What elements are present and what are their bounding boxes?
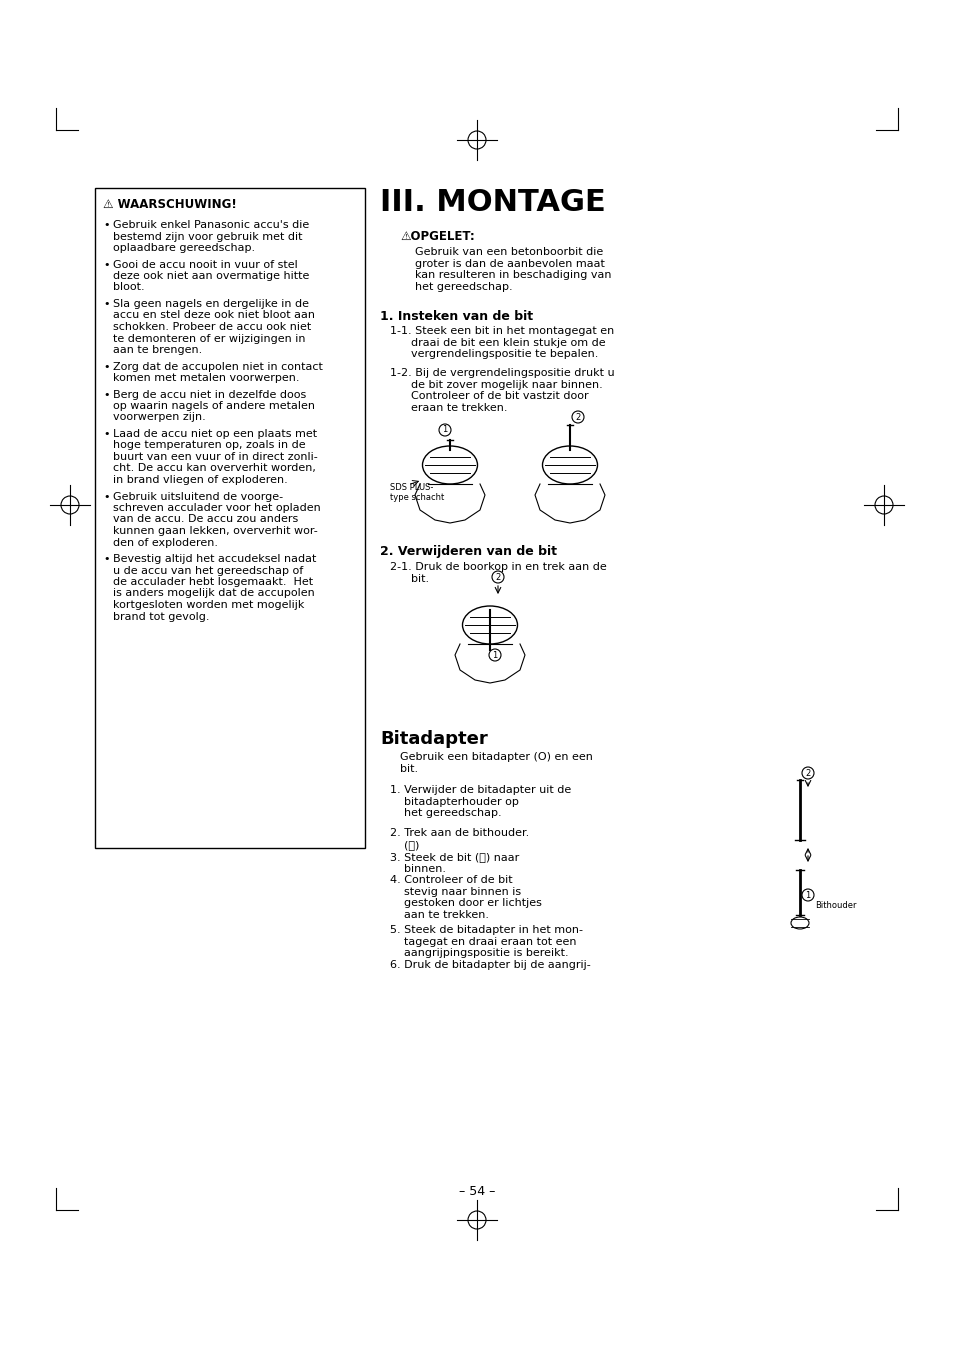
Text: aan te brengen.: aan te brengen. (112, 345, 202, 355)
Text: op waarin nagels of andere metalen: op waarin nagels of andere metalen (112, 401, 314, 411)
Text: hoge temperaturen op, zoals in de: hoge temperaturen op, zoals in de (112, 440, 305, 450)
Text: schreven acculader voor het opladen: schreven acculader voor het opladen (112, 503, 320, 513)
Text: •: • (103, 259, 110, 269)
Text: •: • (103, 430, 110, 439)
Text: 2: 2 (804, 769, 810, 777)
Text: •: • (103, 362, 110, 372)
Text: 1: 1 (492, 650, 497, 659)
Text: •: • (103, 554, 110, 563)
Text: – 54 –: – 54 – (458, 1185, 495, 1198)
Text: is anders mogelijk dat de accupolen: is anders mogelijk dat de accupolen (112, 589, 314, 598)
Text: van de accu. De accu zou anders: van de accu. De accu zou anders (112, 515, 298, 524)
Text: •: • (103, 492, 110, 501)
Text: Bevestig altijd het accudeksel nadat: Bevestig altijd het accudeksel nadat (112, 554, 316, 563)
Text: bestemd zijn voor gebruik met dit: bestemd zijn voor gebruik met dit (112, 231, 302, 242)
Text: ⚠OPGELET:: ⚠OPGELET: (399, 230, 475, 243)
Text: Gebruik een bitadapter (O) en een
bit.: Gebruik een bitadapter (O) en een bit. (399, 753, 592, 774)
Text: 2: 2 (495, 573, 500, 581)
Text: 2: 2 (575, 412, 580, 422)
Text: Berg de accu niet in dezelfde doos: Berg de accu niet in dezelfde doos (112, 389, 306, 400)
Text: Bitadapter: Bitadapter (379, 730, 487, 748)
Text: cht. De accu kan oververhit worden,: cht. De accu kan oververhit worden, (112, 463, 315, 473)
Text: u de accu van het gereedschap of: u de accu van het gereedschap of (112, 566, 303, 576)
Text: ⚠ WAARSCHUWING!: ⚠ WAARSCHUWING! (103, 199, 236, 211)
Text: Gooi de accu nooit in vuur of stel: Gooi de accu nooit in vuur of stel (112, 259, 297, 269)
Text: de acculader hebt losgemaakt.  Het: de acculader hebt losgemaakt. Het (112, 577, 313, 586)
Text: 1. Verwijder de bitadapter uit de
    bitadapterhouder op
    het gereedschap.: 1. Verwijder de bitadapter uit de bitada… (390, 785, 571, 819)
Text: kortgesloten worden met mogelijk: kortgesloten worden met mogelijk (112, 600, 304, 611)
Text: 2-1. Druk de boorkop in en trek aan de
      bit.: 2-1. Druk de boorkop in en trek aan de b… (390, 562, 606, 584)
Text: 3. Steek de bit (⒫) naar
    binnen.: 3. Steek de bit (⒫) naar binnen. (390, 852, 518, 874)
Text: 1. Insteken van de bit: 1. Insteken van de bit (379, 309, 533, 323)
Text: oplaadbare gereedschap.: oplaadbare gereedschap. (112, 243, 254, 253)
Text: in brand vliegen of exploderen.: in brand vliegen of exploderen. (112, 476, 288, 485)
Text: Bithouder: Bithouder (814, 901, 856, 909)
Text: kunnen gaan lekken, oververhit wor-: kunnen gaan lekken, oververhit wor- (112, 526, 317, 536)
Text: schokken. Probeer de accu ook niet: schokken. Probeer de accu ook niet (112, 322, 311, 332)
Text: 1: 1 (442, 426, 447, 435)
Text: Gebruik enkel Panasonic accu's die: Gebruik enkel Panasonic accu's die (112, 220, 309, 230)
Text: buurt van een vuur of in direct zonli-: buurt van een vuur of in direct zonli- (112, 453, 317, 462)
Text: •: • (103, 389, 110, 400)
Text: 2. Trek aan de bithouder.
    (⒪): 2. Trek aan de bithouder. (⒪) (390, 828, 529, 850)
Text: voorwerpen zijn.: voorwerpen zijn. (112, 412, 206, 423)
Text: III. MONTAGE: III. MONTAGE (379, 188, 605, 218)
Text: 1-1. Steek een bit in het montagegat en
      draai de bit een klein stukje om d: 1-1. Steek een bit in het montagegat en … (390, 326, 614, 359)
Text: •: • (103, 220, 110, 230)
Text: te demonteren of er wijzigingen in: te demonteren of er wijzigingen in (112, 334, 305, 343)
Text: accu en stel deze ook niet bloot aan: accu en stel deze ook niet bloot aan (112, 311, 314, 320)
Text: Gebruik van een betonboorbit die
groter is dan de aanbevolen maat
kan resulteren: Gebruik van een betonboorbit die groter … (415, 247, 611, 292)
Text: komen met metalen voorwerpen.: komen met metalen voorwerpen. (112, 373, 299, 382)
Text: deze ook niet aan overmatige hitte: deze ook niet aan overmatige hitte (112, 272, 309, 281)
Text: 4. Controleer of de bit
    stevig naar binnen is
    gestoken door er lichtjes
: 4. Controleer of de bit stevig naar binn… (390, 875, 541, 920)
Text: 1: 1 (804, 890, 810, 900)
Text: 2. Verwijderen van de bit: 2. Verwijderen van de bit (379, 544, 557, 558)
Text: 6. Druk de bitadapter bij de aangrij-: 6. Druk de bitadapter bij de aangrij- (390, 961, 590, 970)
Text: Zorg dat de accupolen niet in contact: Zorg dat de accupolen niet in contact (112, 362, 322, 372)
Text: Sla geen nagels en dergelijke in de: Sla geen nagels en dergelijke in de (112, 299, 309, 309)
Text: bloot.: bloot. (112, 282, 145, 293)
Text: SDS PLUS-
type schacht: SDS PLUS- type schacht (390, 484, 444, 503)
Text: brand tot gevolg.: brand tot gevolg. (112, 612, 210, 621)
Text: 1-2. Bij de vergrendelingspositie drukt u
      de bit zover mogelijk naar binne: 1-2. Bij de vergrendelingspositie drukt … (390, 367, 614, 413)
Text: Gebruik uitsluitend de voorge-: Gebruik uitsluitend de voorge- (112, 492, 283, 501)
Text: Laad de accu niet op een plaats met: Laad de accu niet op een plaats met (112, 430, 316, 439)
Text: den of exploderen.: den of exploderen. (112, 538, 218, 547)
Text: •: • (103, 299, 110, 309)
Bar (95, 188, 365, 848)
Text: 5. Steek de bitadapter in het mon-
    tagegat en draai eraan tot een
    aangri: 5. Steek de bitadapter in het mon- tageg… (390, 925, 582, 958)
